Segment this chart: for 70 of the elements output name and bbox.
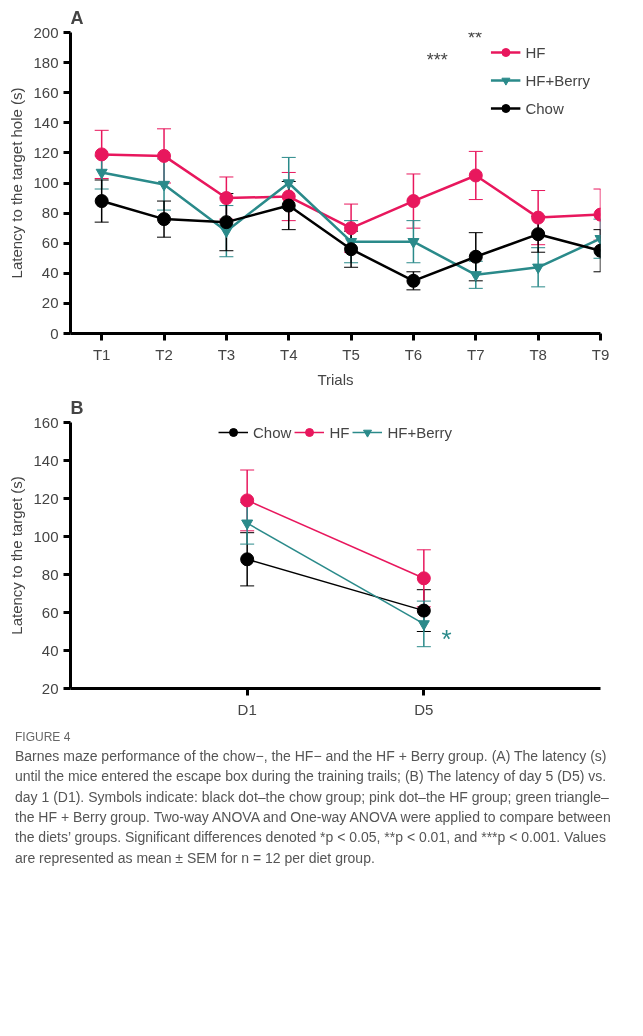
point	[531, 227, 546, 242]
x-tick-label: T2	[155, 345, 173, 363]
point	[220, 227, 233, 239]
y-tick-label: 200	[33, 23, 59, 41]
point	[219, 191, 234, 206]
point	[531, 210, 546, 225]
y-tick-label: 160	[33, 413, 59, 431]
point	[281, 198, 296, 213]
chart-title: A	[70, 7, 84, 28]
y-tick-label: 40	[41, 641, 59, 659]
y-tick-label: 80	[41, 204, 59, 222]
point	[95, 168, 108, 180]
x-axis-title: Trials	[317, 370, 354, 388]
point	[94, 194, 109, 209]
point	[416, 603, 431, 618]
y-axis-title: Latency to the target hole (s)	[8, 87, 26, 279]
point	[344, 242, 359, 257]
y-tick-label: 100	[33, 527, 59, 545]
point	[240, 552, 255, 567]
y-tick-label: 20	[41, 294, 59, 312]
chart-title: B	[70, 397, 84, 418]
point	[407, 238, 420, 249]
x-tick-label: D1	[237, 700, 257, 718]
y-tick-label: 60	[41, 603, 59, 621]
point	[416, 571, 431, 586]
y-tick-label: 20	[41, 679, 59, 697]
x-tick-label: T4	[279, 345, 298, 363]
point	[468, 249, 483, 264]
legend-label: HF+Berry	[525, 71, 590, 89]
point	[406, 194, 421, 209]
legend-label: Chow	[525, 99, 564, 117]
legend-label: HF	[329, 423, 350, 441]
point	[282, 179, 295, 190]
legend-label: HF	[525, 43, 546, 61]
y-tick-label: 120	[33, 489, 59, 507]
y-tick-label: 140	[33, 451, 59, 469]
point	[532, 263, 545, 275]
point	[468, 168, 483, 183]
x-tick-label: T8	[529, 345, 547, 363]
point	[158, 180, 171, 192]
x-tick-label: T7	[467, 345, 485, 363]
point	[219, 215, 234, 230]
x-tick-label: T6	[404, 345, 423, 363]
y-tick-label: 120	[33, 143, 59, 161]
y-tick-label: 160	[33, 83, 59, 101]
point	[94, 147, 109, 162]
x-tick-label: T5	[342, 345, 360, 363]
x-tick-label: T1	[92, 345, 111, 363]
y-axis-title: Latency to the target (s)	[8, 476, 26, 635]
y-tick-label: 140	[33, 113, 59, 131]
y-tick-label: 40	[41, 264, 59, 282]
y-tick-label: 180	[33, 53, 59, 71]
y-tick-label: 0	[50, 324, 59, 342]
caption: FIGURE 4	[15, 729, 72, 746]
annotation: *	[441, 624, 452, 655]
point	[469, 271, 482, 282]
x-tick-label: T3	[217, 345, 236, 363]
legend-label: Chow	[253, 423, 292, 441]
point	[344, 221, 359, 236]
point	[157, 212, 172, 227]
point	[240, 493, 255, 508]
y-tick-label: 80	[41, 565, 59, 583]
x-tick-label: D5	[414, 700, 434, 718]
point	[157, 148, 172, 163]
text: Barnes maze performance of the chow−, the HF− and the HF + Berry group. (A) The latency (s) until the mice entered the escape box during the training trails; (B) The latency of day 5 (D5) vs. day 1 (D1). Symbols indicate: black dot–the chow group; pink dot–the HF group; green triangle–the HF + Berry group. Two-way ANOVA and One-way ANOVA were applied to compare between the diets’ groups. Significant differences denoted *p < 0.05, **p < 0.01, and ***p < 0.001. Values are represented as mean ± SEM for n = 12 per diet group.	[15, 747, 612, 868]
x-tick-label: T9	[591, 345, 610, 363]
y-tick-label: 100	[33, 174, 59, 191]
legend-label: HF+Berry	[387, 423, 452, 441]
y-tick-label: 60	[41, 234, 59, 252]
annotation: ***	[426, 50, 448, 71]
